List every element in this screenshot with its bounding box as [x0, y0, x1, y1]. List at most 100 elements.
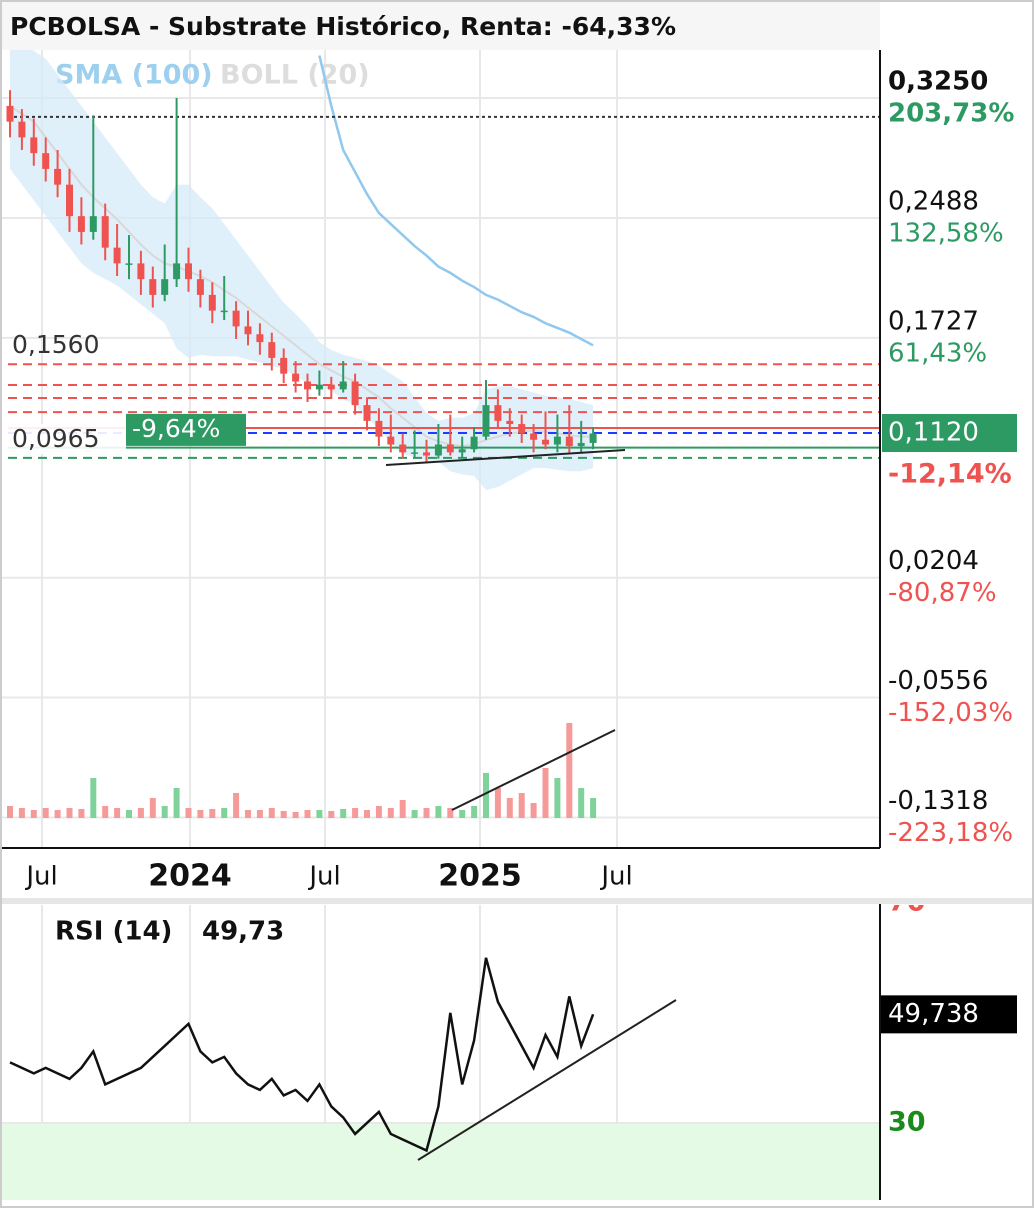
candle-body [458, 449, 466, 453]
volume-bar [245, 810, 251, 818]
chart-title: PCBOLSA - Substrate Histórico, Renta: -6… [10, 12, 676, 41]
volume-bar [280, 811, 287, 818]
x-tick-label: 2024 [148, 859, 232, 894]
candle-body [542, 439, 549, 445]
volume-bar [161, 806, 168, 818]
candle-body [446, 444, 454, 453]
volume-bar [126, 810, 132, 818]
legend-boll: BOLL (20) [220, 60, 370, 91]
rsi-line [9, 957, 595, 1153]
rsi-value: 49,73 [202, 917, 284, 947]
volume-bar [173, 788, 180, 818]
candle-body [470, 436, 478, 450]
candle-body [589, 433, 597, 443]
candle-body [518, 424, 526, 434]
level-label: 0,0965 [12, 424, 99, 453]
rsi-value-box [880, 995, 1017, 1034]
rsi-trendline [417, 999, 677, 1161]
volume-bar [78, 809, 85, 818]
price-panel: SMA (100) BOLL (20) 0,1560 0,0965 -9,64% [0, 50, 880, 848]
candle-body [113, 247, 121, 264]
candle-body [232, 310, 240, 327]
volume-bar [578, 788, 585, 818]
candle-body [434, 444, 442, 456]
volume-bar [423, 808, 430, 818]
volume-trendline [451, 729, 616, 811]
volume-bar [137, 808, 144, 818]
candle-body [244, 326, 252, 335]
volume-bar [233, 793, 240, 818]
volume-bar [566, 723, 573, 818]
candle-body [101, 216, 109, 248]
volume-bar [411, 810, 418, 818]
y-tick-label: 0,3250 [888, 67, 988, 97]
volume-bar [185, 808, 192, 818]
volume-bar [221, 808, 228, 818]
x-tick-label: 2025 [438, 859, 522, 894]
candle-body [89, 216, 97, 232]
candle-body [18, 121, 26, 138]
y-tick-percent: -223,18% [888, 818, 1013, 848]
candle-body [387, 436, 395, 445]
rsi-box-label: 49,738 [888, 999, 979, 1029]
x-tick-label: Jul [24, 862, 57, 892]
candle-body [423, 452, 430, 456]
candle-body [351, 381, 359, 406]
candle-body [280, 357, 288, 374]
candle-body [256, 334, 264, 343]
change-box [126, 413, 246, 446]
volume-bar [542, 768, 549, 818]
candle-body [327, 384, 335, 390]
rsi-title: RSI (14) [55, 917, 172, 947]
volume-bar [590, 798, 597, 818]
volume-bar [506, 798, 513, 818]
sma-line [318, 55, 594, 347]
candle-body [304, 381, 311, 390]
volume-bar [7, 806, 13, 818]
volume-bar [447, 808, 454, 818]
bollinger-middle [9, 105, 594, 448]
last-change-label: -12,14% [888, 459, 1012, 490]
last-price-box [882, 414, 1017, 453]
y-tick-label: -0,1318 [888, 786, 988, 816]
volume-bar [30, 810, 37, 818]
x-tick-label: Jul [599, 862, 632, 892]
volume-bar [256, 810, 263, 818]
candle-body [149, 279, 157, 295]
volume-bar [304, 810, 311, 818]
volume-bar [90, 778, 97, 818]
candle-body [315, 384, 323, 390]
y-tick-percent: -80,87% [888, 578, 997, 608]
candle-body [363, 405, 371, 421]
candle-body [125, 263, 133, 265]
candle-body [375, 420, 383, 437]
volume-bar [42, 808, 49, 818]
candle-body [161, 279, 169, 295]
change-label: -9,64% [132, 414, 220, 443]
title-bar [0, 1, 880, 50]
volume-bar [387, 808, 394, 818]
candle-body [208, 294, 216, 311]
volume-bar [375, 806, 382, 818]
rsi-tick-label: 30 [888, 1106, 926, 1137]
volume-bar [209, 809, 216, 818]
candle-body [220, 310, 228, 313]
candle-body [494, 405, 502, 421]
candle-body [530, 433, 538, 440]
volume-bar [268, 808, 275, 818]
candle-body [577, 442, 585, 447]
y-tick-percent: 132,58% [888, 219, 1004, 249]
candle-body [399, 444, 407, 453]
volume-bar [149, 798, 156, 818]
level-label-bg [6, 423, 126, 454]
y-tick-label: -0,0556 [888, 666, 988, 696]
rsi-tick-label: 70 [888, 886, 926, 917]
candle-body [506, 420, 514, 425]
y-tick-label: 0,0204 [888, 546, 979, 576]
price-trendline [385, 449, 626, 466]
candle-body [185, 263, 192, 280]
